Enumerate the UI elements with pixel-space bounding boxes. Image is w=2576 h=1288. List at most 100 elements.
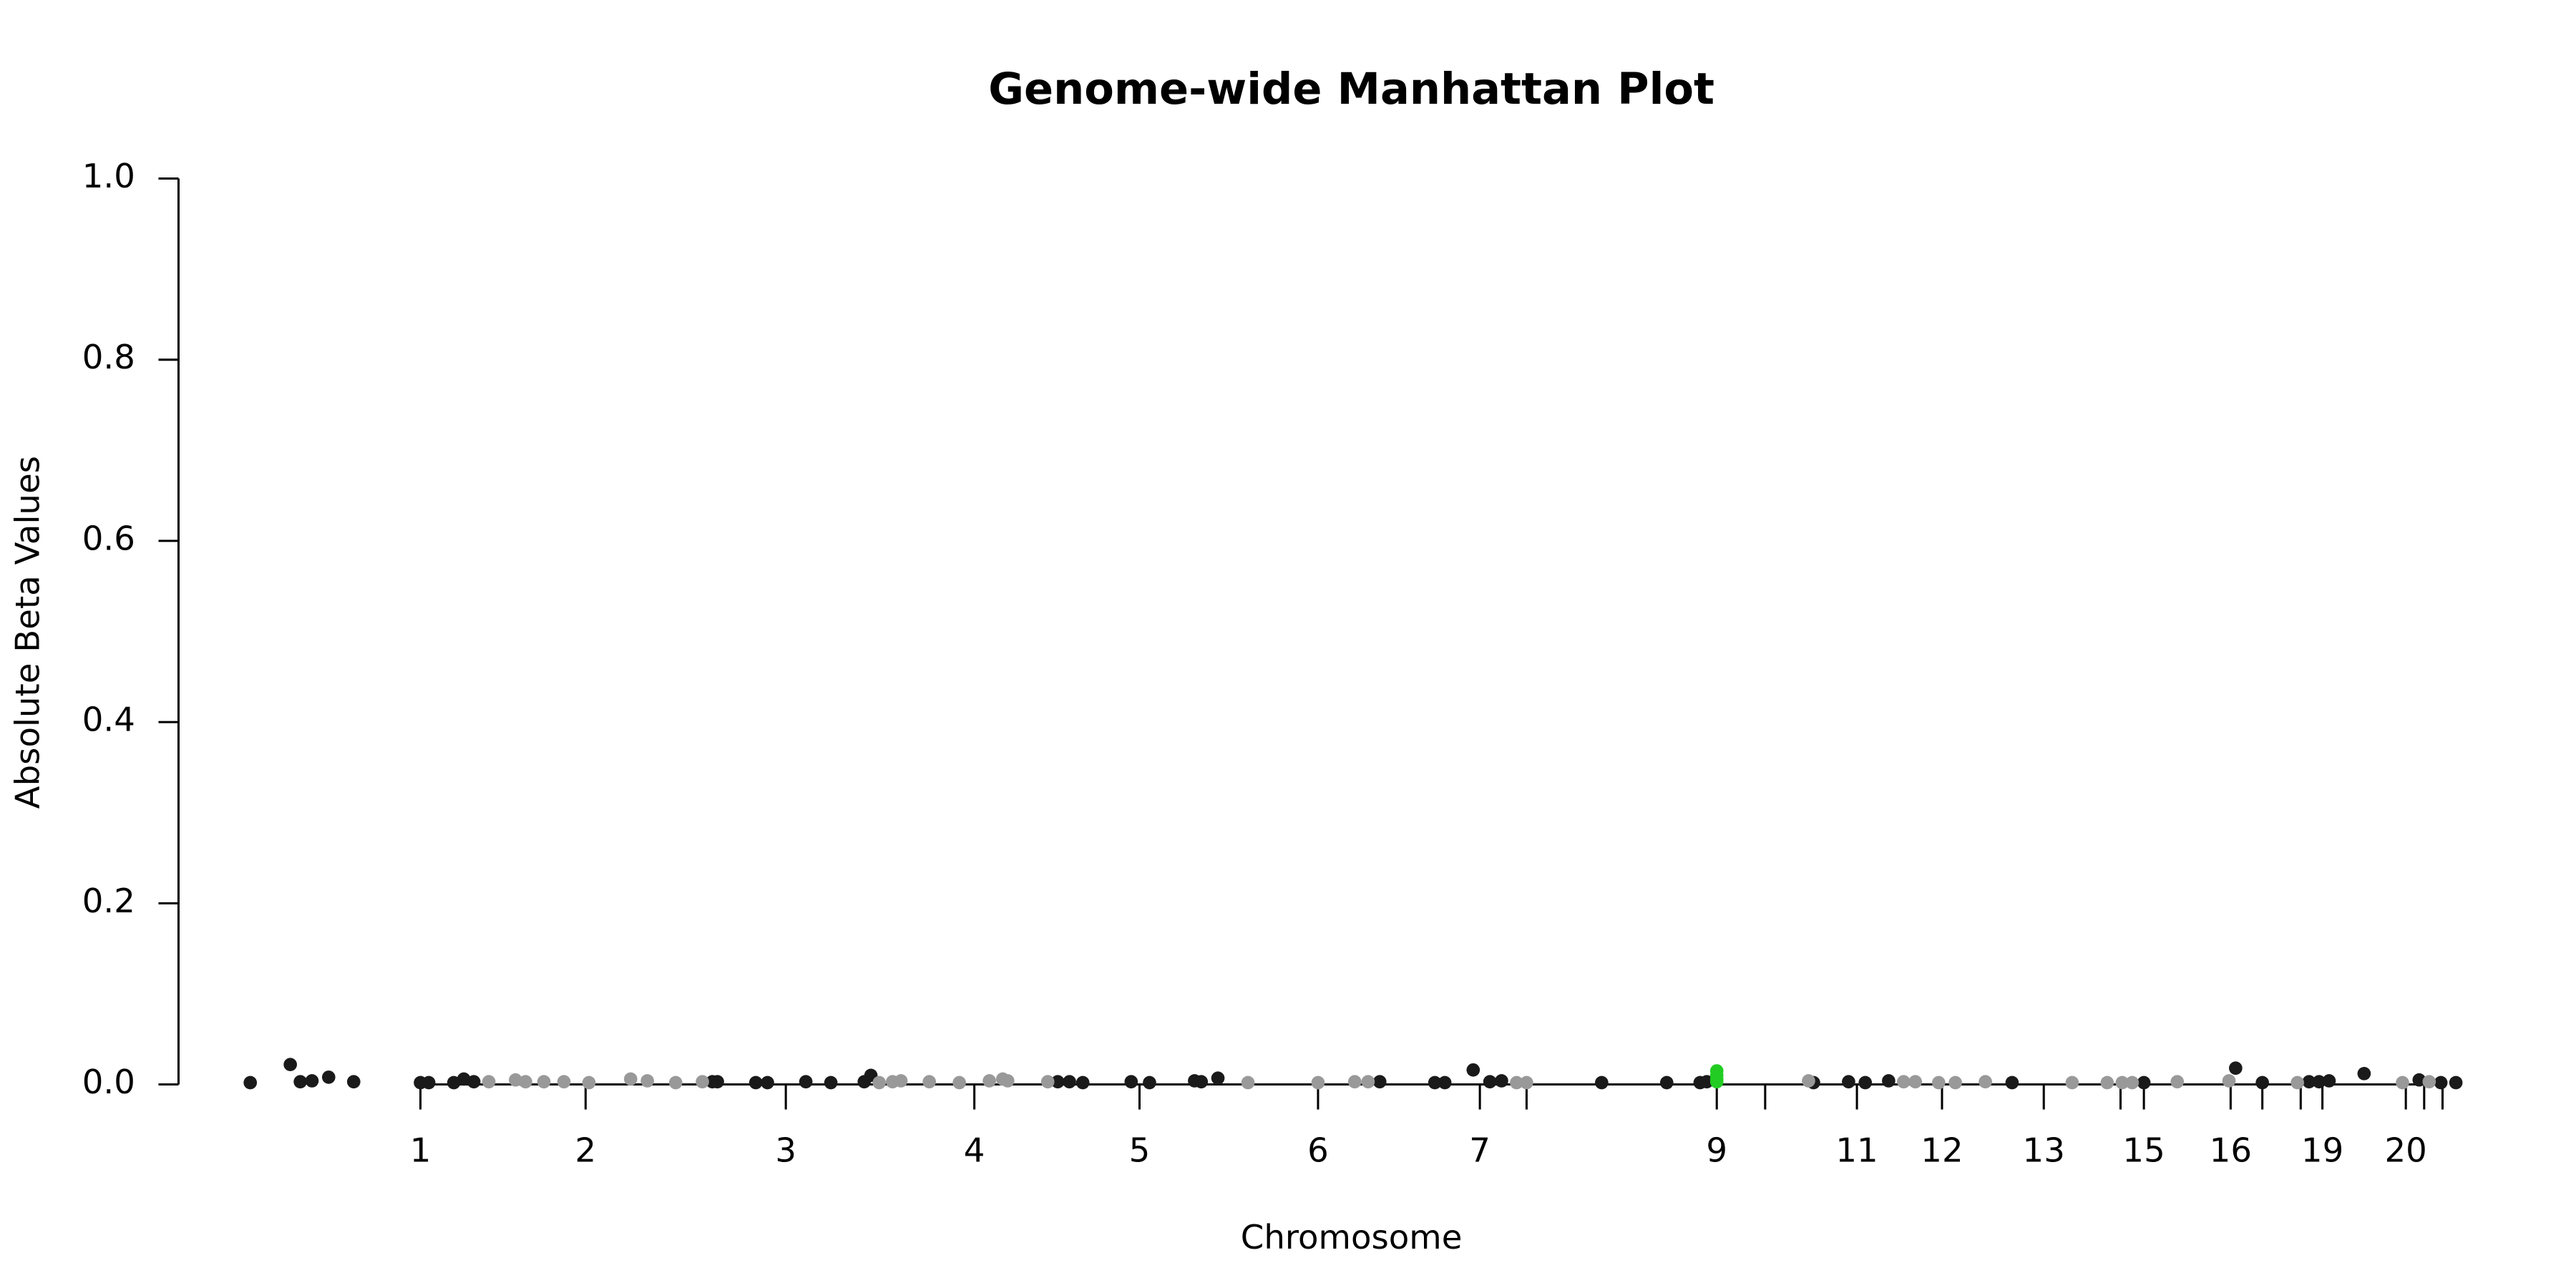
data-point	[1495, 1074, 1508, 1088]
x-tick-label: 2	[575, 1131, 597, 1170]
data-point	[2255, 1075, 2269, 1090]
data-point	[1595, 1075, 1609, 1090]
data-point	[1510, 1075, 1523, 1090]
x-tick-label: 12	[1921, 1131, 1963, 1170]
x-tick-label: 7	[1469, 1131, 1491, 1170]
data-point	[537, 1075, 551, 1089]
data-point	[467, 1075, 481, 1089]
data-point	[2115, 1075, 2129, 1090]
x-tick-label: 6	[1307, 1131, 1329, 1170]
chart-title: Genome-wide Manhattan Plot	[988, 64, 1714, 114]
data-point	[711, 1075, 724, 1089]
data-point	[1483, 1075, 1497, 1089]
data-point	[1466, 1063, 1480, 1077]
data-point	[668, 1075, 683, 1090]
data-point	[457, 1072, 471, 1086]
data-point	[748, 1075, 763, 1090]
data-point	[2170, 1075, 2185, 1089]
data-point	[2322, 1074, 2336, 1088]
data-point	[982, 1074, 996, 1088]
y-tick-label: 0.6	[82, 519, 135, 557]
data-point	[1361, 1075, 1375, 1089]
data-point	[509, 1073, 522, 1087]
data-point	[447, 1075, 461, 1090]
data-point	[482, 1075, 496, 1089]
x-tick-label: 19	[2301, 1131, 2343, 1170]
data-point	[799, 1075, 813, 1089]
data-point	[243, 1075, 258, 1090]
data-point	[1948, 1075, 1962, 1090]
data-point	[1858, 1075, 1873, 1090]
data-point	[1000, 1074, 1015, 1088]
data-point	[421, 1075, 436, 1090]
data-point	[640, 1074, 654, 1088]
data-point	[2222, 1074, 2236, 1088]
x-tick-label: 9	[1706, 1131, 1727, 1170]
data-point	[2302, 1075, 2316, 1089]
data-point	[1802, 1074, 1815, 1088]
data-point	[2396, 1075, 2409, 1090]
data-point	[293, 1075, 308, 1089]
data-point	[2065, 1075, 2079, 1090]
data-point	[2449, 1075, 2463, 1090]
x-tick-label: 11	[1835, 1131, 1878, 1170]
data-point	[952, 1075, 966, 1090]
data-point	[1932, 1075, 1946, 1090]
data-point	[519, 1075, 532, 1089]
data-point	[2357, 1067, 2371, 1080]
data-point	[1699, 1075, 1714, 1089]
y-tick-label: 1.0	[82, 157, 135, 195]
data-point	[872, 1075, 887, 1090]
data-point	[1241, 1075, 1255, 1090]
data-point	[1347, 1075, 1362, 1089]
data-point	[1882, 1074, 1896, 1088]
x-tick-label: 16	[2210, 1131, 2252, 1170]
data-point	[1908, 1075, 1923, 1089]
x-tick-label: 20	[2385, 1131, 2427, 1170]
y-tick-label: 0.4	[82, 701, 135, 739]
x-tick-label: 13	[2023, 1131, 2065, 1170]
data-point	[305, 1074, 319, 1088]
data-point	[1124, 1075, 1138, 1089]
data-point	[1709, 1075, 1724, 1089]
y-tick-label: 0.2	[82, 882, 135, 920]
data-point	[2290, 1075, 2304, 1090]
data-point	[761, 1075, 774, 1090]
data-point	[1372, 1075, 1387, 1089]
data-point	[2100, 1075, 2114, 1090]
data-point	[1075, 1075, 1090, 1090]
data-point	[2229, 1061, 2243, 1075]
x-tick-label: 5	[1129, 1131, 1151, 1170]
data-point	[2312, 1075, 2326, 1089]
y-tick-label: 0.8	[82, 338, 135, 376]
data-point	[1979, 1075, 1992, 1089]
data-point	[322, 1070, 336, 1084]
x-tick-label: 4	[964, 1131, 985, 1170]
data-point	[1040, 1075, 1055, 1089]
y-axis-title: Absolute Beta Values	[8, 456, 47, 809]
data-point	[2125, 1075, 2140, 1090]
data-point	[557, 1075, 571, 1089]
data-point	[894, 1074, 908, 1088]
x-tick-label: 1	[410, 1131, 431, 1170]
data-point	[922, 1075, 937, 1089]
data-point	[696, 1075, 709, 1089]
data-point	[1520, 1075, 1533, 1090]
data-point	[1063, 1075, 1076, 1089]
data-point	[1438, 1075, 1452, 1090]
data-point	[624, 1072, 638, 1086]
data-point	[2434, 1075, 2448, 1090]
data-point	[1428, 1075, 1442, 1090]
data-point	[2137, 1075, 2151, 1090]
data-point	[1311, 1075, 1325, 1090]
x-tick-label: 3	[775, 1131, 796, 1170]
data-point	[2422, 1075, 2436, 1089]
data-point	[346, 1075, 361, 1089]
x-axis-title: Chromosome	[1241, 1218, 1463, 1257]
data-point	[824, 1075, 838, 1090]
data-point	[582, 1075, 596, 1090]
data-point	[1659, 1075, 1674, 1090]
data-point	[1897, 1075, 1911, 1089]
